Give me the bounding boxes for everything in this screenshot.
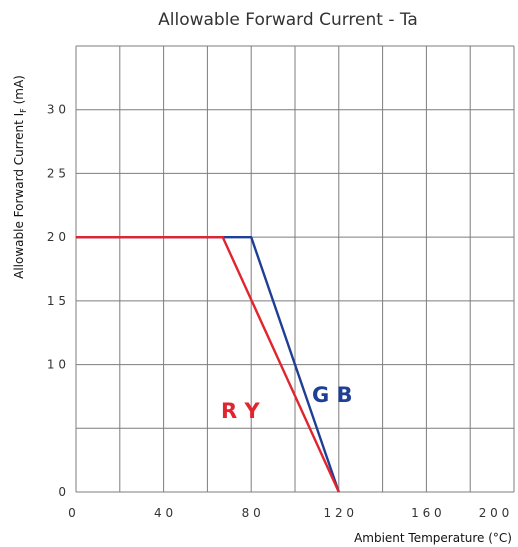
y-tick-label: 3 0 — [47, 103, 66, 117]
x-tick-label: 2 0 0 — [479, 506, 510, 520]
series-line-ry — [76, 235, 340, 493]
grid-layer — [75, 45, 515, 493]
tick-layer: 0 4 0 8 0 1 2 0 1 6 0 2 0 0 0 1 0 1 5 2 0 2 5 3 0 — [47, 103, 509, 520]
series-label-gb: G B — [312, 383, 353, 407]
y-axis-label: Allowable Forward Current IF (mA) — [12, 75, 28, 279]
y-axis-label-unit: (mA) — [12, 75, 26, 108]
series-label-ry: R Y — [221, 399, 260, 423]
y-axis-label-subscript: F — [19, 108, 28, 113]
series-layer — [76, 235, 340, 493]
x-axis-label: Ambient Temperature (°C) — [354, 531, 512, 545]
chart-title: Allowable Forward Current - Ta — [158, 10, 418, 30]
y-tick-label: 0 — [58, 485, 66, 499]
x-tick-label: 0 — [68, 506, 76, 520]
y-tick-label: 1 0 — [47, 358, 66, 372]
x-tick-label: 8 0 — [242, 506, 261, 520]
y-tick-label: 2 5 — [47, 166, 66, 180]
x-tick-label: 4 0 — [154, 506, 173, 520]
y-axis-label-main: Allowable Forward Current I — [12, 113, 26, 279]
y-tick-label: 1 5 — [47, 294, 66, 308]
x-tick-label: 1 2 0 — [324, 506, 355, 520]
y-tick-label: 2 0 — [47, 230, 66, 244]
x-tick-label: 1 6 0 — [411, 506, 442, 520]
